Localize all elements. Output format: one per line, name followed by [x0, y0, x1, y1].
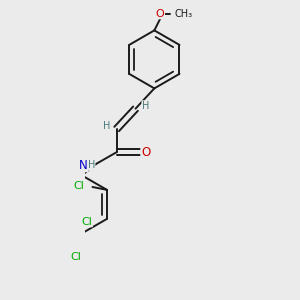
Text: O: O [141, 146, 150, 159]
Text: Cl: Cl [73, 181, 84, 190]
Text: H: H [142, 101, 149, 111]
Text: Cl: Cl [81, 217, 92, 227]
Text: N: N [79, 159, 88, 172]
Text: O: O [156, 9, 164, 19]
Text: H: H [88, 160, 95, 170]
Text: H: H [103, 121, 110, 131]
Text: CH₃: CH₃ [175, 9, 193, 19]
Text: Cl: Cl [70, 252, 82, 262]
